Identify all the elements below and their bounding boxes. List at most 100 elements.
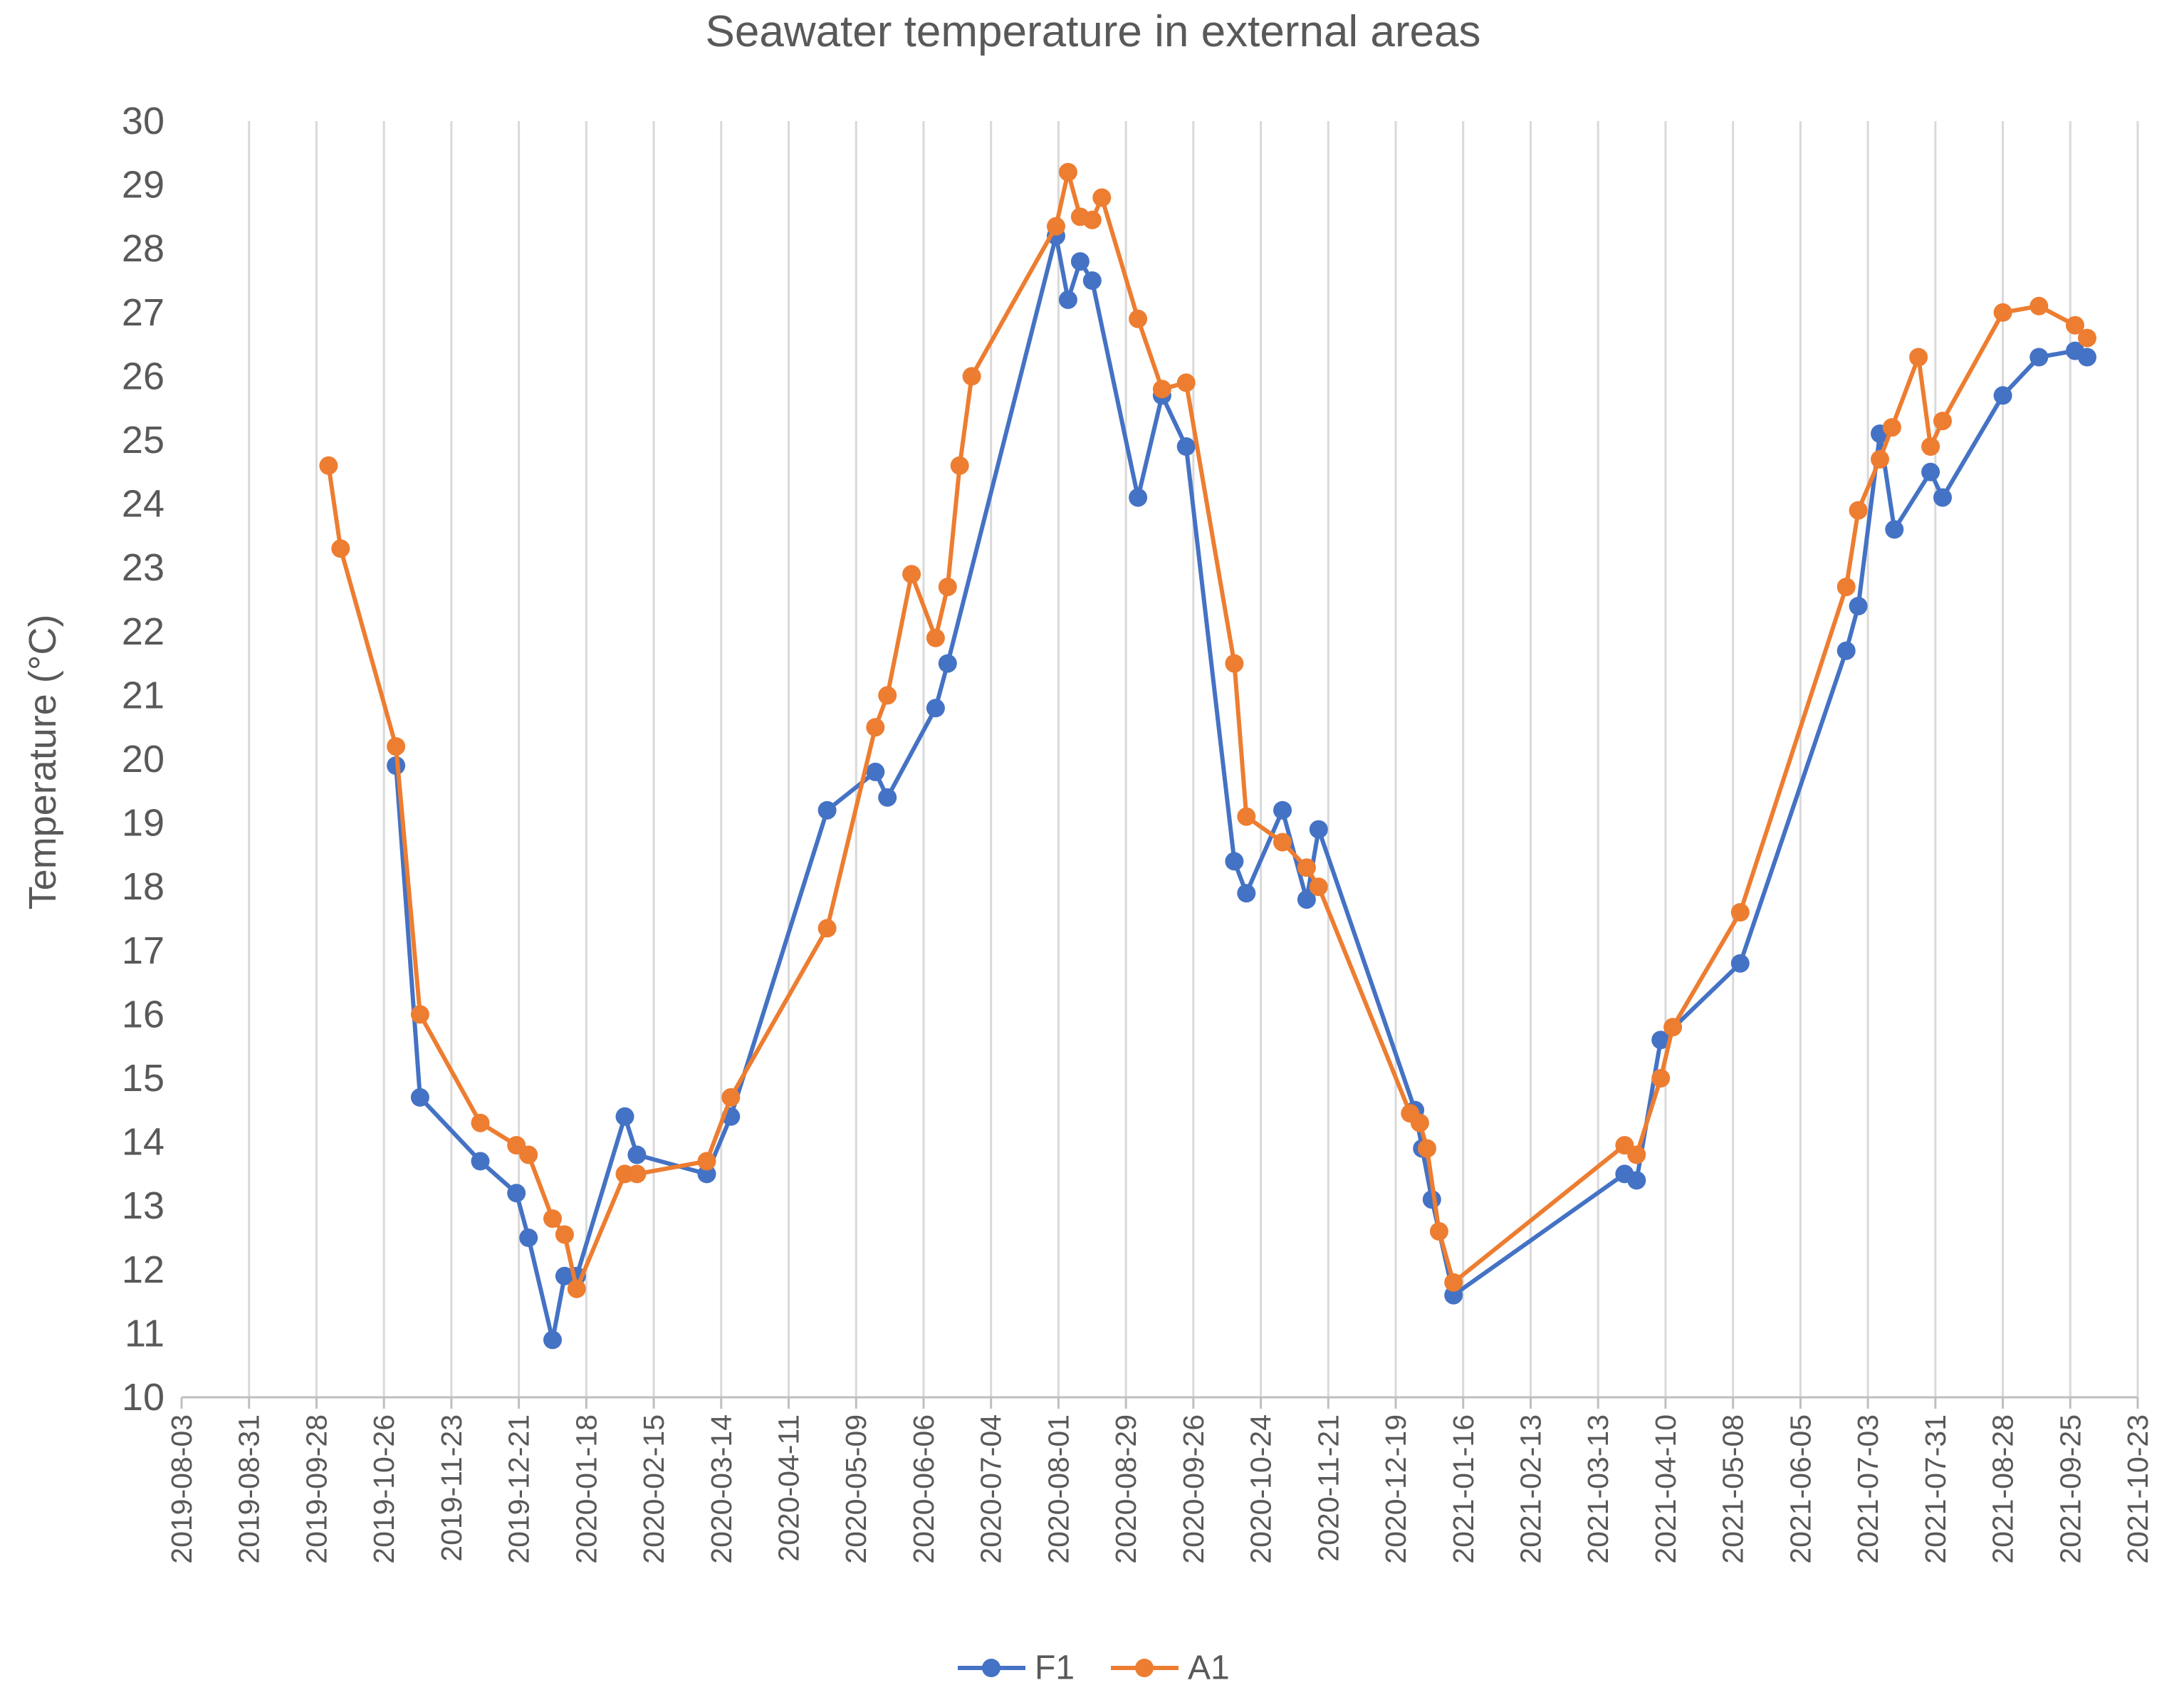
data-point-f1 <box>938 654 957 673</box>
series-line-a1 <box>326 170 2089 1291</box>
series-lines <box>319 162 2096 1350</box>
data-point-a1 <box>2078 328 2096 348</box>
data-point-f1 <box>926 699 945 718</box>
data-point-f1 <box>1933 488 1952 507</box>
data-point-f1 <box>1444 1285 1463 1305</box>
data-point-a1 <box>567 1279 586 1298</box>
y-tick-label: 16 <box>122 993 164 1036</box>
data-point-f1 <box>878 788 897 807</box>
legend-label: A1 <box>1188 1649 1230 1687</box>
y-tick-label: 26 <box>122 355 164 397</box>
x-tick-label: 2021-04-10 <box>1649 1414 1682 1564</box>
x-tick-label: 2020-10-24 <box>1245 1414 1278 1564</box>
x-tick-label: 2019-08-31 <box>233 1414 266 1564</box>
y-tick-label: 18 <box>122 865 164 908</box>
data-point-f1 <box>1849 597 1868 615</box>
data-point-f1 <box>410 1088 429 1107</box>
data-point-a1 <box>1410 1113 1429 1132</box>
data-point-f1 <box>1993 386 2012 405</box>
data-point-a1 <box>2066 315 2084 335</box>
x-tick-label: 2020-01-18 <box>570 1414 602 1564</box>
data-point-a1 <box>410 1005 429 1024</box>
x-tick-label: 2019-10-26 <box>367 1414 400 1564</box>
data-point-f1 <box>1273 800 1292 820</box>
data-point-a1 <box>938 578 957 597</box>
data-point-f1 <box>1309 820 1328 839</box>
x-tick-label: 2020-03-14 <box>705 1414 738 1564</box>
x-tick-label: 2021-07-31 <box>1919 1414 1952 1564</box>
y-tick-label: 20 <box>122 738 164 781</box>
data-point-a1 <box>1836 578 1856 597</box>
x-tick-label: 2021-01-16 <box>1447 1414 1480 1564</box>
y-tick-label: 13 <box>122 1184 164 1227</box>
x-tick-label: 2020-09-26 <box>1177 1414 1210 1564</box>
data-point-f1 <box>1730 954 1750 973</box>
data-point-a1 <box>1663 1018 1683 1037</box>
data-point-a1 <box>902 565 921 584</box>
data-point-f1 <box>507 1184 526 1203</box>
data-point-a1 <box>471 1113 490 1132</box>
x-tick-label: 2020-12-19 <box>1379 1414 1412 1564</box>
data-point-a1 <box>1047 217 1065 236</box>
data-point-f1 <box>471 1152 490 1171</box>
y-axis-label: Temperature (°C) <box>21 615 64 910</box>
data-point-f1 <box>1297 890 1316 909</box>
y-tick-label: 27 <box>122 291 164 334</box>
data-point-a1 <box>1429 1222 1448 1241</box>
data-point-a1 <box>1152 380 1171 399</box>
y-tick-label: 11 <box>125 1312 164 1355</box>
data-point-a1 <box>1092 188 1112 207</box>
legend-label: F1 <box>1035 1649 1075 1687</box>
x-tick-label: 2021-02-13 <box>1514 1414 1547 1564</box>
data-point-f1 <box>1836 641 1856 660</box>
data-point-a1 <box>519 1145 538 1164</box>
legend-swatch-marker <box>982 1659 1000 1677</box>
legend: F1 A1 <box>958 1649 1230 1687</box>
x-tick-label: 2020-06-06 <box>907 1414 940 1564</box>
x-tick-label: 2020-08-29 <box>1109 1414 1142 1564</box>
data-point-a1 <box>1058 162 1077 182</box>
legend-swatch-marker <box>1135 1659 1154 1677</box>
data-point-a1 <box>1082 210 1102 229</box>
data-point-a1 <box>1309 877 1328 897</box>
data-point-a1 <box>1933 412 1952 431</box>
data-point-f1 <box>1225 852 1244 871</box>
data-point-f1 <box>697 1164 716 1184</box>
y-tick-label: 30 <box>122 100 164 142</box>
data-point-a1 <box>817 919 837 938</box>
data-point-a1 <box>1993 303 2012 322</box>
y-tick-label: 12 <box>122 1248 164 1291</box>
data-point-f1 <box>1921 462 1940 481</box>
y-tick-label: 28 <box>122 227 164 270</box>
legend-item-f1: F1 <box>958 1649 1075 1687</box>
data-point-a1 <box>1273 833 1292 852</box>
x-tick-label: 2021-09-25 <box>2054 1414 2086 1564</box>
x-tick-label: 2019-11-23 <box>435 1414 468 1562</box>
x-tick-label: 2021-07-03 <box>1851 1414 1884 1564</box>
x-tick-label: 2020-11-21 <box>1312 1414 1344 1562</box>
data-point-a1 <box>1730 903 1750 922</box>
data-point-a1 <box>1297 858 1316 877</box>
data-point-f1 <box>866 762 885 781</box>
y-tick-label: 10 <box>122 1376 164 1419</box>
y-tick-label: 29 <box>122 164 164 207</box>
x-tick-label: 2020-02-15 <box>637 1414 670 1564</box>
data-point-a1 <box>1444 1273 1463 1292</box>
data-point-a1 <box>331 539 350 558</box>
data-point-a1 <box>1651 1069 1671 1088</box>
data-point-f1 <box>1070 252 1090 271</box>
y-tick-label: 14 <box>122 1121 164 1164</box>
x-tick-label: 2019-09-28 <box>300 1414 333 1564</box>
x-tick-label: 2020-05-09 <box>840 1414 872 1564</box>
chart-title: Seawater temperature in external areas <box>705 7 1480 56</box>
x-tick-label: 2021-03-13 <box>1582 1414 1614 1564</box>
data-point-f1 <box>1129 488 1148 507</box>
x-tick-label: 2021-06-05 <box>1784 1414 1817 1564</box>
data-point-a1 <box>1176 373 1196 392</box>
data-point-a1 <box>1849 501 1868 520</box>
data-point-a1 <box>962 367 981 386</box>
series-f1 <box>387 226 2096 1350</box>
data-point-a1 <box>1921 437 1940 456</box>
data-point-f1 <box>1082 271 1102 290</box>
